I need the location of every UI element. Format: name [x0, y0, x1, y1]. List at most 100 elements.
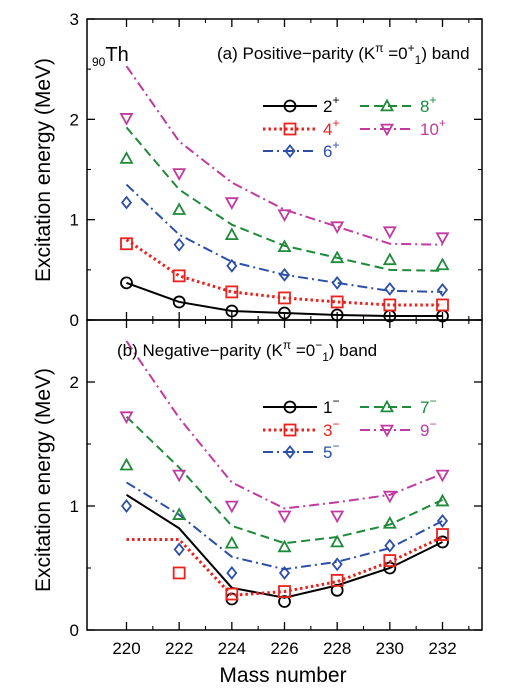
data-point: [225, 304, 239, 318]
data-point: [172, 469, 187, 483]
x-tick-label: 230: [376, 639, 404, 658]
data-point: [382, 490, 397, 504]
data-point: [172, 202, 187, 215]
series-10plus: [119, 65, 450, 246]
data-point: [330, 295, 344, 309]
legend-item-6plus: 6+: [263, 138, 339, 161]
data-point: [224, 197, 239, 210]
data-point: [225, 587, 239, 601]
series-9minus: [119, 340, 450, 524]
data-point: [226, 258, 238, 273]
legend-marker: [284, 144, 296, 158]
series-2plus: [120, 276, 449, 323]
y-axis-label-top: Excitation energy (MeV): [32, 58, 55, 282]
legend-marker: [379, 98, 395, 112]
data-point: [278, 291, 291, 305]
series-line: [125, 493, 443, 599]
legend-marker: [284, 445, 296, 459]
series-line: [125, 126, 443, 272]
data-point: [172, 295, 186, 309]
data-point: [120, 195, 133, 210]
data-point: [278, 306, 291, 320]
data-point: [330, 510, 345, 524]
x-tick-label: 224: [218, 639, 246, 658]
panel-a-positive-parity: 0 1 2 3 (a) Positive−parity (Kπ =0+1) band 90…: [70, 10, 483, 330]
data-point: [331, 557, 343, 572]
data-point: [384, 281, 396, 296]
data-point: [330, 250, 345, 264]
legend-label: 1−: [323, 394, 339, 417]
legend-item-2plus: 2+: [263, 93, 339, 116]
series-line: [125, 416, 443, 545]
data-point: [436, 535, 449, 549]
legend-marker: [283, 423, 297, 437]
data-point: [436, 298, 449, 312]
x-tick-label: 226: [270, 639, 298, 658]
series-line: [125, 481, 443, 571]
plot-frame: [86, 319, 483, 631]
data-point: [382, 226, 397, 240]
panel-title: (a) Positive−parity (Kπ =0+1) band: [217, 41, 470, 67]
series-7minus: [119, 416, 450, 553]
y-tick-label: 3: [70, 10, 79, 29]
data-point: [383, 298, 397, 312]
data-point: [173, 542, 185, 557]
data-point: [277, 510, 292, 524]
data-point: [382, 516, 397, 529]
legend-item-10plus: 10+: [360, 116, 446, 139]
legend-label: 5−: [323, 439, 339, 462]
x-tick-label: 232: [428, 639, 456, 658]
legend-marker: [379, 399, 395, 413]
legend-marker: [283, 99, 297, 113]
data-point: [173, 237, 185, 252]
series-line: [125, 340, 443, 510]
y-tick-label: 2: [70, 373, 79, 392]
legend-label: 10+: [420, 116, 446, 139]
data-point: [226, 566, 238, 580]
panel-b-negative-parity: 0 1 2 220 222 224 226 228 230 232 (b) Negative−par…: [70, 319, 483, 658]
data-point: [436, 282, 449, 297]
legend-label: 8+: [420, 93, 436, 116]
legend-marker: [379, 424, 395, 438]
legend-item-5minus: 5−: [263, 439, 339, 462]
nucleus-label: 90Th: [92, 44, 129, 69]
data-point: [225, 285, 239, 299]
y-tick-label: 0: [70, 311, 79, 330]
data-point: [119, 411, 134, 425]
data-point: [331, 275, 343, 290]
y-tick-label: 1: [70, 211, 79, 230]
legend-label: 9−: [420, 417, 436, 440]
data-point: [224, 227, 239, 241]
x-tick-label: 228: [323, 639, 351, 658]
series-line: [125, 183, 443, 293]
series-5minus: [120, 481, 449, 580]
series-4plus: [120, 237, 449, 312]
legend-marker: [379, 123, 395, 137]
legend-label: 6+: [323, 138, 339, 161]
panel-title: (b) Negative−parity (Kπ =0−1) band: [117, 338, 377, 364]
data-point: [435, 257, 450, 271]
data-point: [435, 493, 450, 507]
data-point: [330, 583, 344, 597]
series-8plus: [119, 126, 450, 272]
data-point: [119, 457, 134, 471]
legend-item-7minus: 7−: [360, 394, 436, 417]
legend-label: 4+: [323, 116, 339, 139]
data-point: [330, 534, 345, 548]
y-axis-label-bottom: Excitation energy (MeV): [32, 368, 55, 592]
legend-label: 3−: [323, 417, 339, 440]
data-point: [436, 528, 449, 541]
data-point: [278, 585, 291, 598]
series-line: [126, 535, 444, 597]
legend-item-8plus: 8+: [360, 93, 436, 116]
data-point: [224, 535, 239, 549]
y-tick-label: 0: [70, 621, 79, 640]
x-tick-label: 222: [165, 639, 193, 658]
data-point: [277, 209, 292, 223]
data-point: [330, 574, 344, 587]
data-point: [120, 237, 133, 251]
y-tick-label: 2: [70, 110, 79, 129]
data-point: [172, 566, 186, 580]
data-point: [172, 168, 187, 181]
